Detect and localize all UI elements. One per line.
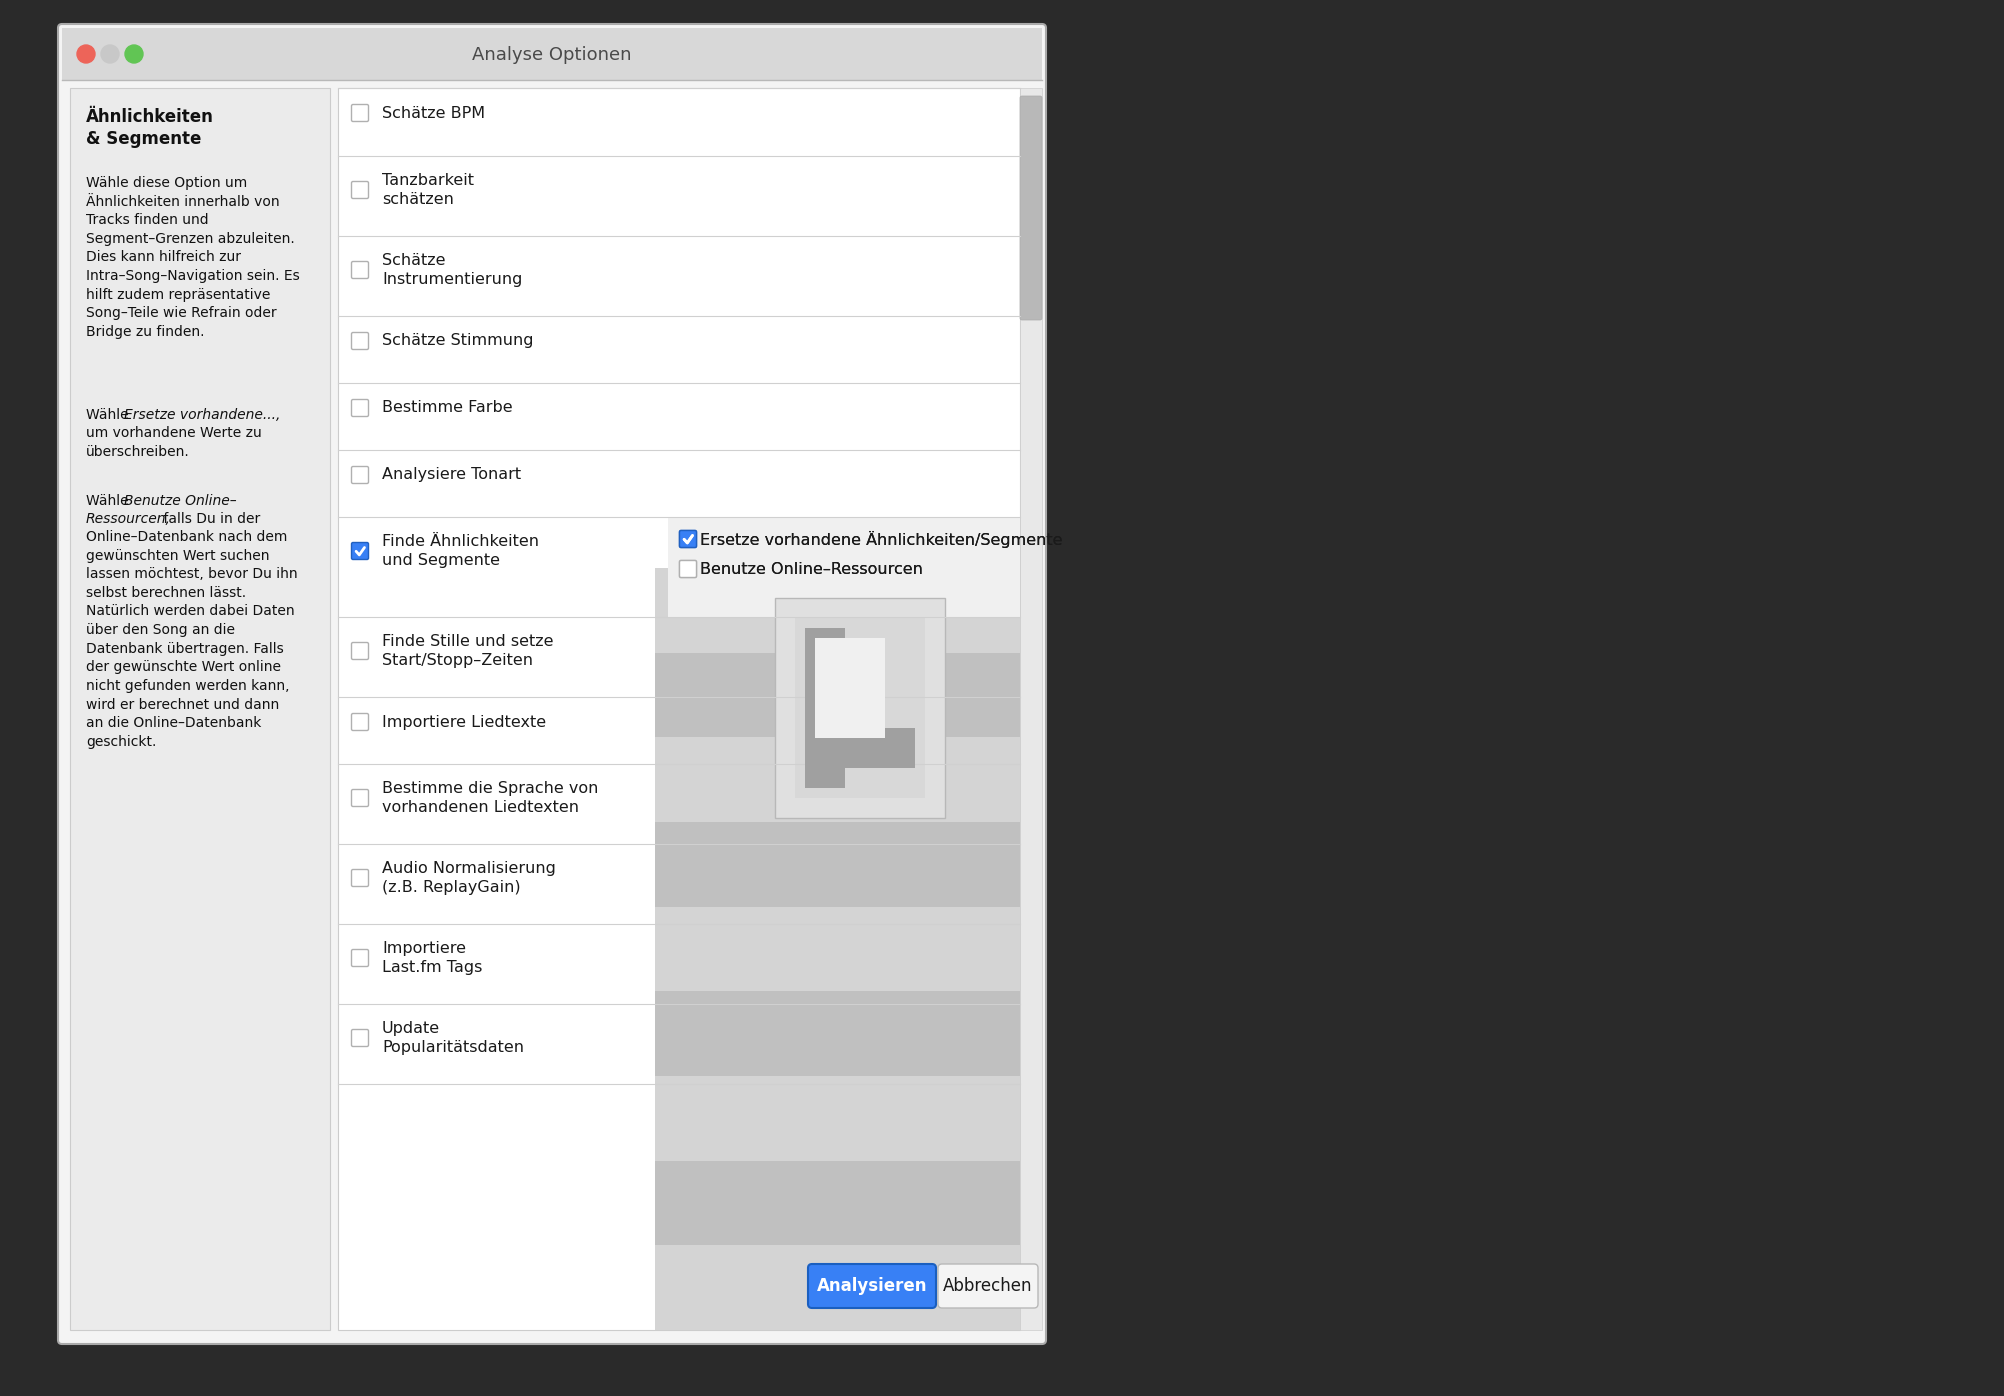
Text: Wähle: Wähle	[86, 408, 132, 422]
Text: Benutze Online–: Benutze Online–	[124, 494, 236, 508]
FancyBboxPatch shape	[351, 399, 369, 416]
Text: Wähle: Wähle	[86, 494, 132, 508]
FancyBboxPatch shape	[351, 642, 369, 659]
Text: Schätze
Instrumentierung: Schätze Instrumentierung	[383, 253, 523, 288]
Bar	[806, 727, 916, 768]
Bar	[70, 88, 331, 1330]
Bar	[339, 88, 1020, 1330]
Text: Finde Ähnlichkeiten
und Segmente: Finde Ähnlichkeiten und Segmente	[383, 533, 539, 568]
FancyBboxPatch shape	[58, 24, 1046, 1344]
Text: Analyse Optionen: Analyse Optionen	[473, 46, 631, 64]
Text: Analysiere Tonart: Analysiere Tonart	[383, 468, 521, 483]
FancyBboxPatch shape	[351, 332, 369, 349]
Text: Abbrechen: Abbrechen	[944, 1277, 1032, 1295]
FancyBboxPatch shape	[938, 1263, 1038, 1308]
Bar	[776, 597, 946, 818]
Text: Ersetze vorhandene Ähnlichkeiten/Segmente: Ersetze vorhandene Ähnlichkeiten/Segment…	[699, 530, 1062, 547]
Text: Audio Normalisierung
(z.B. ReplayGain): Audio Normalisierung (z.B. ReplayGain)	[383, 861, 555, 895]
Text: Wähle diese Option um
Ähnlichkeiten innerhalb von
Tracks finden und
Segment–Gren: Wähle diese Option um Ähnlichkeiten inne…	[86, 176, 301, 339]
FancyBboxPatch shape	[351, 543, 369, 560]
Text: Importiere
Last.fm Tags: Importiere Last.fm Tags	[383, 941, 483, 974]
Bar	[655, 737, 1020, 822]
FancyBboxPatch shape	[351, 870, 369, 886]
Bar	[806, 628, 846, 787]
Bar	[796, 618, 926, 799]
Text: Bestimme die Sprache von
vorhandenen Liedtexten: Bestimme die Sprache von vorhandenen Lie…	[383, 780, 599, 815]
Text: Ersetze vorhandene...,: Ersetze vorhandene...,	[124, 408, 281, 422]
Circle shape	[100, 45, 118, 63]
Bar	[655, 1160, 1020, 1245]
Text: Finde Stille und setze
Start/Stopp–Zeiten: Finde Stille und setze Start/Stopp–Zeite…	[383, 634, 553, 669]
Bar	[62, 28, 1042, 80]
FancyBboxPatch shape	[351, 181, 369, 198]
Text: Schätze BPM: Schätze BPM	[383, 106, 485, 120]
Text: Online–Datenbank nach dem
gewünschten Wert suchen
lassen möchtest, bevor Du ihn
: Online–Datenbank nach dem gewünschten We…	[86, 530, 299, 748]
Bar	[655, 1245, 1020, 1330]
Text: Benutze Online–Ressourcen: Benutze Online–Ressourcen	[699, 561, 924, 577]
Text: Importiere Liedtexte: Importiere Liedtexte	[383, 715, 547, 730]
FancyBboxPatch shape	[679, 561, 697, 578]
FancyBboxPatch shape	[351, 105, 369, 121]
FancyBboxPatch shape	[1020, 96, 1042, 320]
Bar	[655, 568, 1020, 1330]
Text: Ähnlichkeiten
& Segmente: Ähnlichkeiten & Segmente	[86, 107, 214, 148]
Bar	[1020, 88, 1042, 1330]
FancyBboxPatch shape	[808, 1263, 936, 1308]
Bar	[655, 568, 1020, 653]
Text: Ressourcen,: Ressourcen,	[86, 512, 170, 526]
FancyBboxPatch shape	[351, 466, 369, 483]
Bar	[655, 653, 1020, 737]
FancyBboxPatch shape	[679, 530, 697, 547]
Text: um vorhandene Werte zu
überschreiben.: um vorhandene Werte zu überschreiben.	[86, 426, 263, 459]
Text: falls Du in der: falls Du in der	[158, 512, 261, 526]
Circle shape	[76, 45, 94, 63]
FancyBboxPatch shape	[351, 790, 369, 807]
Bar	[655, 991, 1020, 1076]
Bar	[816, 638, 886, 738]
Text: Schätze Stimmung: Schätze Stimmung	[383, 334, 533, 349]
Text: Benutze Online–Ressourcen: Benutze Online–Ressourcen	[699, 561, 924, 577]
FancyBboxPatch shape	[679, 530, 697, 547]
FancyBboxPatch shape	[351, 949, 369, 966]
FancyBboxPatch shape	[351, 713, 369, 730]
Bar	[655, 1076, 1020, 1160]
FancyBboxPatch shape	[679, 561, 697, 578]
FancyBboxPatch shape	[351, 1029, 369, 1047]
Bar	[655, 822, 1020, 906]
Text: Analysieren: Analysieren	[818, 1277, 928, 1295]
FancyBboxPatch shape	[351, 261, 369, 278]
Bar	[655, 906, 1020, 991]
Text: Ersetze vorhandene Ähnlichkeiten/Segmente: Ersetze vorhandene Ähnlichkeiten/Segment…	[699, 530, 1062, 547]
Text: Tanzbarkeit
schätzen: Tanzbarkeit schätzen	[383, 173, 475, 207]
Text: Bestimme Farbe: Bestimme Farbe	[383, 401, 513, 416]
Bar	[667, 517, 1020, 617]
Text: Update
Popularitätsdaten: Update Popularitätsdaten	[383, 1020, 523, 1055]
Circle shape	[124, 45, 142, 63]
